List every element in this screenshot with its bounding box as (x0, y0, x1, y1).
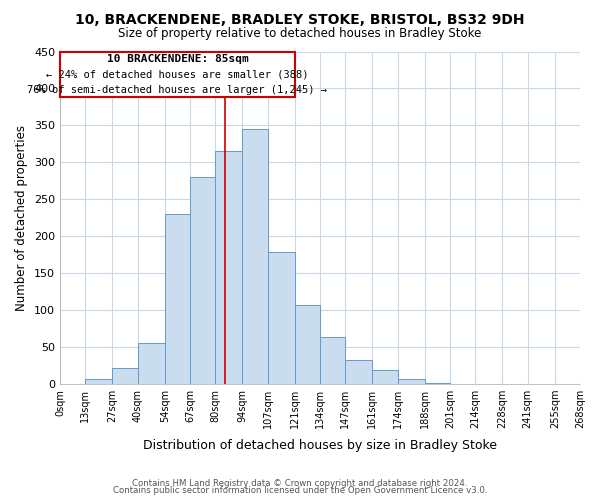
Bar (295, 305, 320, 384)
Bar (345, 360, 373, 384)
Bar (425, 382, 450, 384)
Bar (320, 338, 345, 384)
Text: Size of property relative to detached houses in Bradley Stoke: Size of property relative to detached ho… (118, 28, 482, 40)
Y-axis label: Number of detached properties: Number of detached properties (16, 125, 28, 311)
Text: ← 24% of detached houses are smaller (388): ← 24% of detached houses are smaller (38… (46, 70, 308, 80)
Text: Contains public sector information licensed under the Open Government Licence v3: Contains public sector information licen… (113, 486, 487, 495)
Text: 76% of semi-detached houses are larger (1,245) →: 76% of semi-detached houses are larger (… (28, 84, 328, 94)
Bar (165, 214, 190, 384)
Bar (268, 252, 295, 384)
Text: 10 BRACKENDENE: 85sqm: 10 BRACKENDENE: 85sqm (107, 54, 248, 64)
Bar (215, 152, 242, 384)
Text: 10, BRACKENDENE, BRADLEY STOKE, BRISTOL, BS32 9DH: 10, BRACKENDENE, BRADLEY STOKE, BRISTOL,… (75, 12, 525, 26)
FancyBboxPatch shape (60, 52, 295, 98)
Bar (85, 379, 112, 384)
Bar (112, 368, 137, 384)
Bar (398, 379, 425, 384)
Bar (190, 177, 215, 384)
Bar (373, 370, 398, 384)
Bar (137, 344, 165, 384)
Text: Contains HM Land Registry data © Crown copyright and database right 2024.: Contains HM Land Registry data © Crown c… (132, 478, 468, 488)
Bar (242, 129, 268, 384)
X-axis label: Distribution of detached houses by size in Bradley Stoke: Distribution of detached houses by size … (143, 440, 497, 452)
